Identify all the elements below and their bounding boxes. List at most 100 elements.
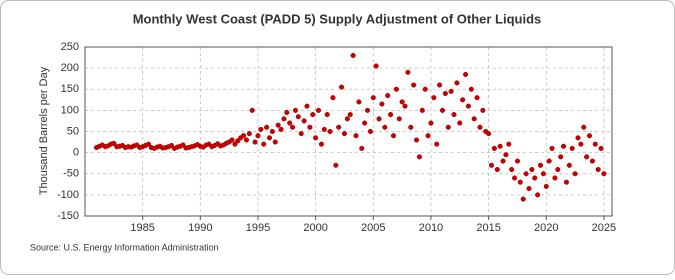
point: [439, 107, 446, 113]
point: [373, 63, 379, 69]
point: [281, 116, 287, 122]
point: [494, 166, 500, 173]
point: [563, 179, 569, 185]
x-tick-label: 2025: [592, 222, 616, 234]
point: [523, 171, 529, 177]
point: [578, 141, 584, 147]
point: [339, 84, 345, 90]
point: [330, 95, 336, 101]
point: [284, 109, 290, 116]
point: [390, 133, 397, 139]
point: [301, 118, 307, 124]
point: [465, 103, 471, 109]
point: [419, 107, 425, 113]
x-tick-label: 2015: [476, 222, 500, 234]
point: [382, 124, 388, 130]
point: [514, 158, 520, 164]
point: [566, 162, 572, 168]
point: [341, 131, 348, 137]
point: [503, 152, 509, 158]
point: [411, 82, 417, 88]
point: [431, 95, 437, 101]
point: [266, 135, 273, 141]
x-tick-label: 1985: [130, 222, 154, 234]
point: [572, 171, 578, 177]
point: [451, 112, 457, 118]
x-tick-label: 2020: [534, 222, 558, 234]
point: [376, 116, 382, 122]
point: [402, 103, 408, 109]
y-tick-label: 0: [73, 147, 79, 159]
point: [520, 196, 526, 202]
x-tick-label: 1990: [188, 222, 212, 234]
point: [359, 145, 365, 151]
point: [584, 154, 590, 160]
chart-title: Monthly West Coast (PADD 5) Supply Adjus…: [133, 11, 542, 26]
point: [313, 135, 319, 141]
point: [442, 90, 448, 97]
point: [454, 80, 460, 86]
point: [549, 145, 555, 151]
point: [598, 145, 604, 151]
point: [344, 116, 350, 122]
point: [558, 154, 564, 160]
point: [540, 171, 546, 177]
point: [252, 139, 258, 145]
point: [261, 141, 267, 147]
point: [333, 162, 339, 168]
point: [255, 133, 261, 139]
point: [422, 86, 428, 92]
point: [425, 133, 431, 139]
point: [379, 101, 385, 107]
point: [581, 124, 587, 130]
point: [460, 97, 466, 103]
point: [589, 158, 595, 164]
point: [477, 124, 483, 130]
point: [428, 120, 434, 126]
point: [229, 137, 235, 143]
point: [269, 128, 275, 135]
point: [318, 141, 324, 147]
y-tick-label: 150: [61, 83, 79, 95]
point: [543, 183, 549, 189]
point: [385, 93, 391, 99]
point: [264, 124, 270, 130]
point: [486, 131, 492, 137]
point: [445, 124, 451, 130]
point: [310, 112, 316, 118]
point: [249, 107, 255, 113]
point: [243, 137, 249, 143]
point: [307, 124, 313, 130]
point: [396, 116, 402, 122]
point: [364, 107, 371, 113]
y-tick-label: 100: [61, 104, 79, 116]
point: [552, 175, 558, 181]
point: [413, 137, 420, 143]
point: [356, 99, 362, 105]
x-tick-label: 1995: [246, 222, 270, 234]
point: [535, 192, 541, 198]
point: [506, 141, 512, 147]
point: [592, 141, 598, 147]
point: [353, 133, 359, 139]
y-tick-label: 200: [61, 62, 79, 74]
point: [416, 154, 422, 160]
point: [367, 128, 373, 135]
point: [298, 131, 304, 137]
point: [555, 166, 561, 173]
source: Source: U.S. Energy Information Administ…: [30, 242, 219, 252]
point: [586, 133, 593, 139]
point: [111, 140, 117, 146]
point: [468, 86, 474, 92]
point: [399, 99, 405, 105]
point: [532, 175, 538, 181]
point: [480, 107, 486, 113]
point: [437, 82, 443, 88]
point: [500, 158, 506, 164]
point: [569, 145, 575, 151]
point: [509, 166, 515, 173]
y-tick-label: 250: [61, 41, 79, 53]
plot-border: [84, 46, 613, 217]
point: [595, 166, 601, 173]
